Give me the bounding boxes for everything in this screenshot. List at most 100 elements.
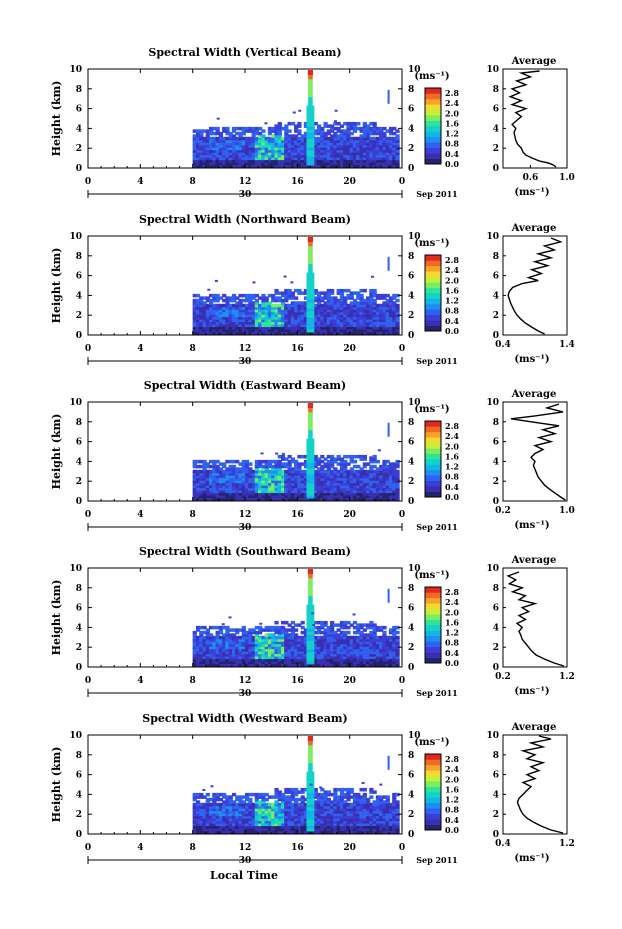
- plume-cell: [306, 105, 315, 109]
- plume-cell: [306, 447, 315, 451]
- heatmap-cell: [343, 316, 348, 320]
- heatmap-cell: [290, 484, 295, 489]
- heatmap-cell: [195, 482, 201, 486]
- heatmap-cell: [251, 151, 256, 156]
- heatmap-cell: [320, 650, 325, 655]
- heatmap-cell: [330, 151, 335, 156]
- heatmap-cell: [352, 653, 358, 657]
- heatmap-cell: [212, 474, 217, 479]
- heatmap-cell: [326, 124, 331, 128]
- heatmap-cell: [382, 494, 387, 499]
- heatmap-cell: [280, 144, 286, 148]
- heatmap-cell: [320, 316, 325, 320]
- heatmap-cell: [254, 638, 260, 642]
- heatmap-cell: [212, 313, 217, 318]
- heatmap-cell: [205, 298, 210, 303]
- heatmap-cell: [313, 663, 318, 667]
- heatmap-cell: [218, 328, 224, 333]
- heatmap-cell: [264, 815, 269, 819]
- heatmap-cell: [330, 321, 335, 325]
- heatmap-cell: [300, 482, 305, 486]
- heatmap-cell: [388, 151, 394, 156]
- heatmap-cell: [382, 497, 387, 501]
- heatmap-cell: [339, 623, 345, 627]
- heatmap-cell: [241, 164, 246, 168]
- colorbar-tick-label: 2.4: [445, 98, 459, 108]
- heatmap-cell: [209, 492, 214, 496]
- heatmap-cell: [330, 288, 335, 293]
- heatmap-cell: [300, 827, 305, 832]
- heatmap-cell: [280, 660, 286, 665]
- heatmap-cell: [303, 331, 309, 335]
- heatmap-cell: [245, 633, 250, 637]
- heatmap-cell: [333, 296, 338, 300]
- heatmap-cell: [192, 154, 197, 158]
- heatmap-cell: [336, 650, 341, 655]
- heatmap-cell: [395, 484, 400, 489]
- heatmap-cell: [395, 477, 400, 481]
- heatmap-cell: [316, 655, 322, 660]
- heatmap-cell: [248, 472, 253, 476]
- heatmap-cell: [287, 472, 292, 476]
- heatmap-cell: [336, 479, 341, 484]
- heatmap-cell: [294, 477, 299, 481]
- heatmap-cell: [222, 462, 227, 466]
- heatmap-cell: [379, 650, 384, 655]
- heatmap-cell: [395, 638, 400, 642]
- heatmap-cell: [395, 136, 400, 141]
- heatmap-cell: [280, 797, 286, 802]
- heatmap-cell: [280, 298, 286, 303]
- heatmap-cell: [287, 623, 292, 627]
- heatmap-cell: [228, 161, 233, 166]
- heatmap-cell: [323, 149, 328, 153]
- heatmap-cell: [392, 640, 397, 645]
- heatmap-cell: [267, 149, 273, 153]
- heatmap-cell: [300, 648, 305, 652]
- heatmap-cell: [359, 318, 364, 323]
- heatmap-cell: [264, 640, 269, 645]
- heatmap-cell: [222, 830, 227, 834]
- heatmap-cell: [280, 489, 286, 494]
- heatmap-cell: [248, 827, 253, 832]
- heatmap-cell: [218, 164, 224, 168]
- heatmap-cell: [320, 472, 325, 476]
- heatmap-cell: [280, 820, 286, 824]
- heatmap-cell: [333, 479, 338, 484]
- heatmap-cell: [395, 146, 400, 151]
- heatmap-cell: [379, 154, 384, 158]
- heatmap-cell: [225, 482, 230, 486]
- heatmap-cell: [382, 492, 387, 496]
- heatmap-cell: [241, 655, 246, 660]
- heatmap-cell: [238, 311, 243, 315]
- heatmap-cell: [326, 331, 331, 335]
- heatmap-cell: [280, 291, 286, 295]
- heatmap-cell: [339, 487, 345, 491]
- heatmap-cell: [274, 303, 279, 308]
- heatmap-cell: [199, 159, 204, 163]
- heatmap-cell: [362, 159, 367, 163]
- heatmap-cell: [254, 328, 260, 333]
- heatmap-cell: [333, 477, 338, 481]
- heatmap-cell: [297, 477, 302, 481]
- heatmap-cell: [199, 479, 204, 484]
- heatmap-cell: [264, 812, 269, 817]
- heatmap-cell: [326, 161, 331, 166]
- heatmap-cell: [277, 645, 282, 650]
- heatmap-cell: [297, 316, 302, 320]
- heatmap-cell: [343, 494, 348, 499]
- heatmap-cell: [349, 121, 354, 126]
- heatmap-cell: [248, 318, 253, 323]
- heatmap-cell: [290, 810, 295, 814]
- heatmap-cell: [231, 323, 237, 328]
- heatmap-cell: [254, 472, 260, 476]
- heatmap-cell: [264, 154, 269, 158]
- heatmap-cell: [248, 822, 253, 827]
- heatmap-cell: [267, 638, 273, 642]
- heatmap-cell: [231, 817, 237, 822]
- heatmap-cell: [287, 817, 292, 822]
- heatmap-cell: [339, 660, 345, 665]
- heatmap-cell: [254, 822, 260, 827]
- heatmap-cell: [218, 308, 224, 313]
- heatmap-cell: [238, 497, 243, 501]
- heatmap-cell: [228, 303, 233, 308]
